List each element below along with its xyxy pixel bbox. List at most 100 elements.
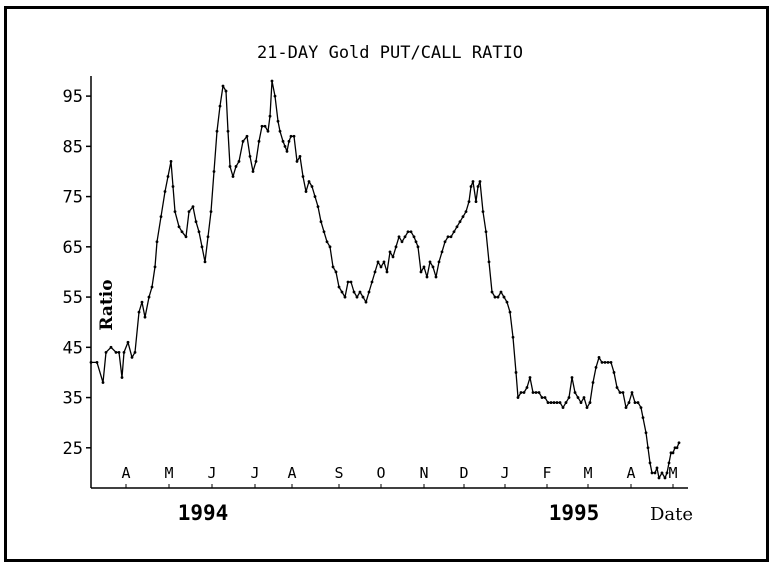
data-point: [114, 350, 118, 354]
data-point: [618, 391, 622, 394]
data-point: [499, 290, 503, 294]
data-point: [206, 235, 210, 239]
data-point: [295, 160, 299, 163]
data-point: [122, 350, 126, 354]
data-point: [150, 285, 154, 289]
data-point: [268, 114, 272, 118]
data-point: [591, 381, 595, 384]
data-point: [364, 300, 368, 304]
data-point: [322, 230, 326, 234]
data-point: [140, 300, 144, 304]
data-point: [487, 260, 491, 264]
data-point: [126, 340, 130, 344]
data-point: [388, 250, 392, 254]
data-point: [403, 235, 407, 239]
data-point: [133, 350, 137, 354]
data-point: [166, 175, 170, 178]
y-axis-label: Ratio: [97, 279, 117, 330]
data-point: [143, 315, 147, 319]
data-point: [576, 396, 580, 399]
data-point: [650, 471, 654, 475]
data-point: [358, 290, 362, 294]
data-point: [298, 154, 302, 158]
data-point: [373, 270, 377, 274]
data-point: [218, 104, 222, 108]
year-label: 1994: [178, 501, 229, 525]
data-point: [449, 235, 453, 239]
data-point: [639, 406, 643, 410]
data-point: [349, 280, 353, 284]
data-point: [502, 295, 506, 299]
data-point: [237, 160, 241, 163]
data-point: [409, 230, 413, 234]
data-point: [508, 310, 512, 314]
data-point: [370, 280, 374, 284]
data-point: [278, 129, 282, 133]
data-point: [263, 124, 267, 128]
data-point: [646, 446, 650, 450]
data-point: [361, 295, 365, 299]
data-point: [561, 406, 565, 410]
data-point: [382, 260, 386, 264]
data-point: [95, 360, 99, 364]
y-tick-label: 65: [63, 238, 83, 258]
data-point: [346, 280, 350, 284]
series-line: [91, 80, 680, 479]
month-label: M: [583, 464, 592, 482]
data-point: [476, 185, 480, 188]
data-point: [644, 431, 648, 435]
data-point: [673, 446, 677, 450]
y-tick-label: 35: [63, 389, 83, 409]
data-point: [496, 295, 500, 299]
data-point: [337, 285, 341, 289]
data-point: [307, 180, 311, 183]
month-label: J: [500, 464, 509, 482]
data-point: [228, 165, 232, 168]
data-point: [245, 134, 249, 138]
data-point: [534, 391, 538, 394]
chart-title: 21-DAY Gold PUT/CALL RATIO: [257, 43, 523, 63]
data-point: [234, 165, 238, 168]
data-point: [153, 265, 157, 269]
data-point: [224, 89, 228, 93]
data-point: [505, 300, 509, 304]
chart-frame: [4, 6, 769, 562]
data-point: [215, 129, 219, 133]
month-label: N: [419, 464, 428, 482]
data-point: [385, 270, 389, 274]
data-point: [630, 391, 634, 394]
month-label: J: [250, 464, 259, 482]
data-point: [163, 190, 167, 193]
data-point: [478, 180, 482, 183]
data-point: [537, 391, 541, 394]
data-point: [226, 129, 230, 133]
data-point: [197, 230, 201, 234]
data-point: [469, 185, 473, 188]
data-point: [159, 215, 163, 219]
data-point: [671, 451, 675, 455]
data-point: [627, 401, 631, 404]
data-point: [546, 401, 550, 404]
data-point: [657, 476, 661, 480]
month-label: M: [668, 464, 677, 482]
data-point: [276, 119, 280, 123]
data-point: [200, 245, 204, 249]
data-point: [490, 290, 494, 294]
data-point: [481, 210, 485, 214]
data-point: [221, 84, 225, 88]
data-point: [663, 476, 667, 480]
data-point: [458, 220, 462, 224]
data-point: [615, 386, 619, 389]
data-point: [89, 360, 93, 364]
data-point: [187, 210, 191, 214]
data-point: [177, 225, 181, 229]
tick-layer: 25 35 45 55 65 75 85 95 A M J J A S O N D J F M A M 1994 1995: [63, 87, 678, 525]
data-point: [660, 471, 664, 475]
data-point: [416, 245, 420, 249]
data-point: [301, 175, 305, 178]
data-point: [270, 79, 274, 83]
data-point: [147, 295, 151, 299]
data-point: [588, 401, 592, 404]
